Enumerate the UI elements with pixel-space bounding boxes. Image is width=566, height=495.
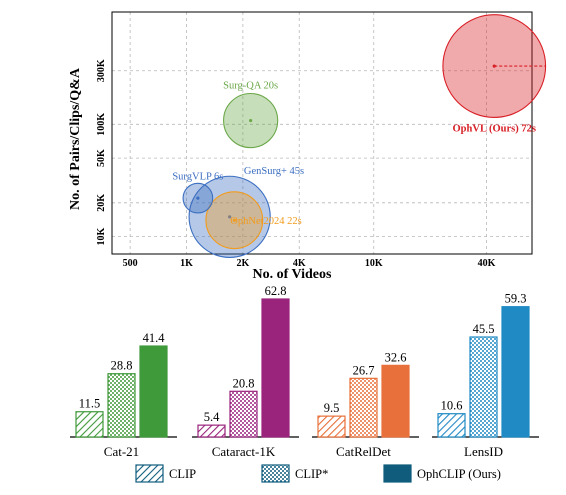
legend-swatch-clip (261, 464, 290, 483)
y-tick-label-20k: 20K (96, 194, 107, 212)
y-tick-label-100k: 100K (96, 113, 107, 136)
y-tick-label-10k: 10K (96, 227, 107, 245)
bubble-center-surgvlp (196, 196, 200, 200)
bar-value-catreldet-clip: 9.5 (324, 401, 340, 415)
bar-value-cat-21-clip: 11.5 (79, 397, 100, 411)
bubble-y-ticks: 10K 20K 50K 100K 300K (96, 59, 107, 245)
bar-value-cataract-1k-ophclip-ours: 62.8 (265, 284, 287, 298)
bubble-center-gensurg (228, 215, 232, 219)
y-tick-label-50k: 50K (96, 149, 107, 167)
legend-label-clip: CLIP* (295, 467, 328, 481)
bar-value-catreldet-clip: 26.7 (353, 363, 375, 377)
category-label-catreldet: CatRelDet (336, 444, 391, 459)
legend-swatch-clip (135, 464, 164, 483)
x-tick-label-10k: 10K (365, 258, 383, 269)
bar-cataract-1k-clip (197, 424, 226, 438)
bubble-y-axis-label: No. of Pairs/Clips/Q&A (68, 67, 83, 210)
legend-swatch-ophclip-ours (383, 464, 412, 483)
bubble-label-surg-qa: Surg-QA 20s (223, 80, 278, 91)
bubble-center-surg-qa (249, 118, 253, 123)
y-tick-label-300k: 300K (96, 59, 107, 82)
bar-lensid-ophclip-ours (501, 306, 530, 438)
category-label-cat-21: Cat-21 (104, 444, 139, 459)
bar-value-cat-21-clip: 28.8 (111, 359, 133, 373)
bar-value-cataract-1k-clip: 5.4 (204, 410, 220, 424)
bar-cat-21-clip (107, 373, 136, 438)
x-tick-label-4k: 4K (293, 258, 306, 269)
bar-catreldet-clip (349, 377, 378, 438)
bar-value-cat-21-ophclip-ours: 41.4 (143, 331, 166, 345)
bubble-x-axis-label: No. of Videos (253, 267, 333, 282)
x-tick-label-500: 500 (123, 258, 138, 269)
bar-catreldet-clip (317, 415, 346, 438)
bubble-plot-frame (111, 11, 533, 255)
bar-value-lensid-clip: 10.6 (441, 399, 463, 413)
x-tick-label-1k: 1K (180, 258, 193, 269)
legend-label-clip: CLIP (169, 467, 196, 481)
category-label-cataract-1k: Cataract-1K (212, 444, 276, 459)
bar-lensid-clip (437, 413, 466, 438)
bar-catreldet-ophclip-ours (381, 364, 410, 438)
bubble-center-ophnet2024 (232, 218, 236, 222)
bubbles: OphVL (Ours) 72s GenSurg+ 45s OphNet2024 2… (172, 14, 547, 258)
bar-cataract-1k-clip (229, 390, 258, 438)
bar-value-lensid-ophclip-ours: 59.3 (505, 292, 527, 306)
bubble-grid (112, 12, 532, 254)
category-label-lensid: LensID (464, 444, 503, 459)
legend-label-ophclip-ours: OphCLIP (Ours) (417, 467, 501, 481)
bar-cat-21-clip (75, 411, 104, 438)
x-tick-label-40k: 40K (478, 258, 496, 269)
bar-cat-21-ophclip-ours (139, 345, 168, 438)
bubble-x-ticks: 500 1K 2K 4K 10K 40K (123, 258, 496, 269)
bubble-label-gensurg: GenSurg+ 45s (244, 166, 304, 177)
bar-lensid-clip (469, 336, 498, 438)
bar-value-lensid-clip: 45.5 (473, 322, 495, 336)
bubble-label-ophnet2024: OphNet2024 22s (230, 216, 301, 227)
bar-chart: 11.5 28.8 41.4 Cat-21 5.4 20.8 62.8 Cataract-1K… (70, 284, 539, 459)
bubble-label-ophvl: OphVL (Ours) 72s (453, 123, 536, 134)
bar-cataract-1k-ophclip-ours (261, 298, 290, 438)
bubble-chart: 500 1K 2K 4K 10K 40K 10K 20K 50K 100K 300K OphVL … (68, 11, 547, 282)
bubble-label-surgvlp: SurgVLP 6s (172, 171, 223, 182)
bar-legend: CLIP CLIP* OphCLIP (Ours) (135, 464, 501, 483)
bar-value-cataract-1k-clip: 20.8 (233, 376, 255, 390)
x-tick-label-2k: 2K (236, 258, 249, 269)
bar-value-catreldet-ophclip-ours: 32.6 (385, 350, 407, 364)
